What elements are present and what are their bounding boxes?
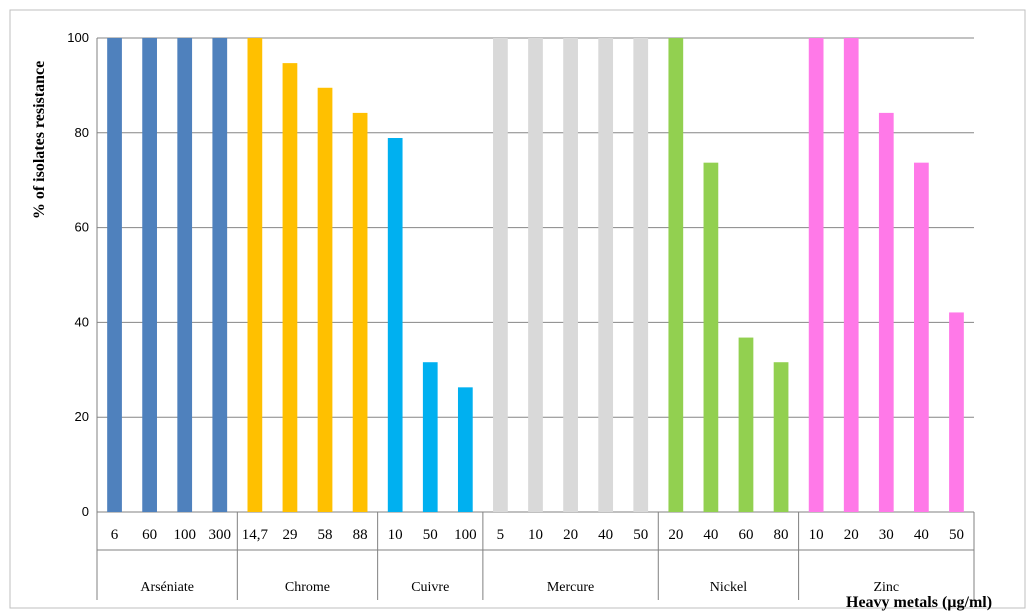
x-tick-label: 40 xyxy=(914,527,929,543)
y-tick-label: 60 xyxy=(75,220,89,235)
group-label-cuivre: Cuivre xyxy=(411,580,449,595)
bar-arséniate-6 xyxy=(107,38,122,512)
x-tick-label: 20 xyxy=(844,527,859,543)
bar-zinc-30 xyxy=(878,112,894,512)
x-tick-label: 10 xyxy=(528,527,543,543)
bar-zinc-40 xyxy=(914,162,929,513)
bar-mercure-50 xyxy=(633,38,649,512)
group-label-mercure: Mercure xyxy=(547,580,594,595)
bar-cuivre-100 xyxy=(457,387,473,512)
y-tick-label: 80 xyxy=(75,125,89,140)
x-tick-label: 10 xyxy=(809,527,824,543)
x-tick-label: 60 xyxy=(142,527,157,543)
x-tick-label: 20 xyxy=(563,527,578,543)
x-tick-label: 50 xyxy=(633,527,648,543)
x-tick-label: 88 xyxy=(353,527,368,543)
group-label-zinc: Zinc xyxy=(873,580,899,595)
y-tick-label: 100 xyxy=(67,30,89,45)
bar-mercure-5 xyxy=(493,38,508,512)
x-tick-label: 100 xyxy=(173,527,196,543)
y-tick-label: 0 xyxy=(82,504,89,519)
bars xyxy=(107,38,964,513)
x-tick-label: 40 xyxy=(703,527,718,543)
bar-chrome-88 xyxy=(352,112,368,512)
x-tick-label: 58 xyxy=(318,527,333,543)
x-tick-label: 40 xyxy=(598,527,613,543)
bar-mercure-20 xyxy=(563,38,578,512)
bar-mercure-40 xyxy=(598,38,614,512)
y-tick-label: 20 xyxy=(75,409,89,424)
y-axis-label: % of isolates resistance xyxy=(31,61,48,219)
x-tick-label: 80 xyxy=(774,527,789,543)
x-tick-label: 50 xyxy=(423,527,438,543)
bar-cuivre-50 xyxy=(422,362,438,512)
bar-zinc-10 xyxy=(808,38,824,512)
bar-arséniate-60 xyxy=(142,38,157,512)
x-tick-label: 29 xyxy=(282,527,297,543)
bar-cuivre-10 xyxy=(387,138,403,512)
x-tick-label: 30 xyxy=(879,527,894,543)
bar-chrome-14,7 xyxy=(247,38,263,512)
chart-frame xyxy=(9,9,1026,609)
bar-zinc-20 xyxy=(843,38,859,512)
bar-chrome-29 xyxy=(282,63,298,512)
x-axis-label: Heavy metals (µg/ml) xyxy=(846,594,992,611)
bar-nickel-20 xyxy=(668,38,684,512)
bar-nickel-40 xyxy=(703,162,719,513)
x-tick-label: 14,7 xyxy=(242,527,269,543)
bar-arséniate-100 xyxy=(177,38,193,512)
group-label-nickel: Nickel xyxy=(710,580,747,595)
bar-chrome-58 xyxy=(317,87,333,513)
bar-nickel-60 xyxy=(738,337,754,512)
bar-nickel-80 xyxy=(773,362,789,512)
bar-arséniate-300 xyxy=(212,38,228,512)
x-tick-label: 6 xyxy=(111,527,119,543)
group-label-chrome: Chrome xyxy=(285,580,330,595)
y-tick-label: 40 xyxy=(75,314,89,329)
x-tick-label: 100 xyxy=(454,527,477,543)
bar-mercure-10 xyxy=(528,38,543,512)
x-tick-label: 300 xyxy=(209,527,232,543)
group-label-arséniate: Arséniate xyxy=(140,580,194,595)
x-tick-label: 60 xyxy=(738,527,753,543)
x-tick-label: 5 xyxy=(497,527,505,543)
bar-zinc-50 xyxy=(949,312,964,512)
x-tick-label: 50 xyxy=(949,527,964,543)
x-tick-label: 10 xyxy=(388,527,403,543)
x-tick-label: 20 xyxy=(668,527,683,543)
